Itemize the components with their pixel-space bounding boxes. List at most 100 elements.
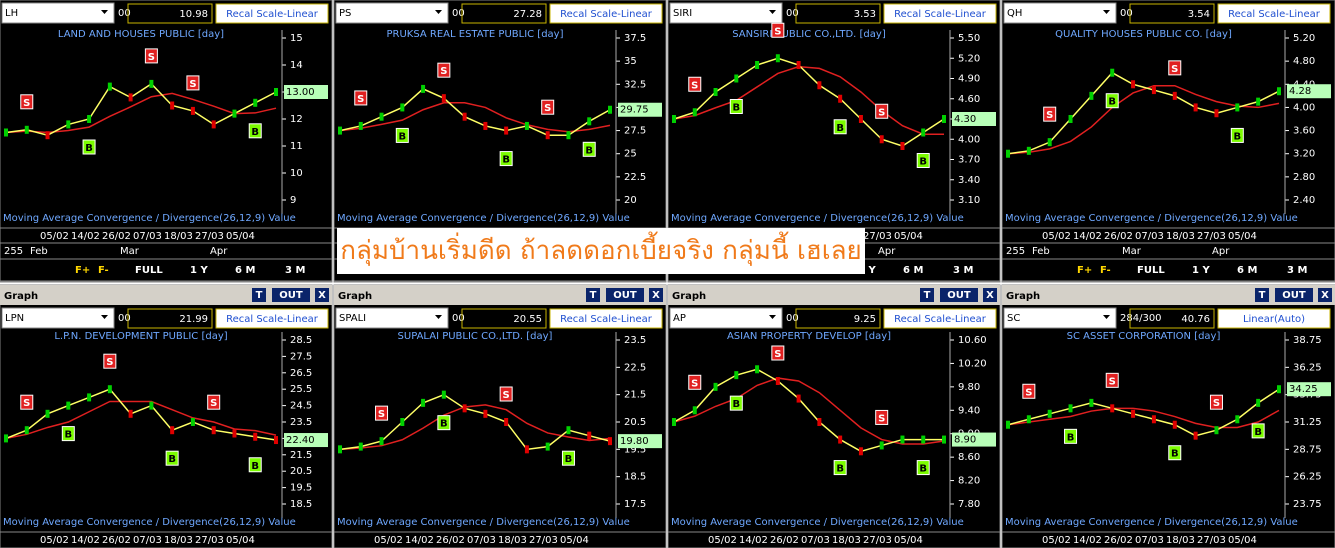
candle	[1256, 97, 1261, 106]
window-button-label[interactable]: T	[924, 290, 931, 301]
symbol-box[interactable]	[1003, 2, 1117, 24]
symbol-box[interactable]	[1003, 307, 1117, 329]
scale-button-label[interactable]: Recal Scale-Linear	[560, 9, 653, 20]
toolbar-button[interactable]: F-	[1100, 265, 1111, 276]
symbol-box[interactable]	[335, 307, 449, 329]
window-button[interactable]	[1255, 288, 1269, 302]
scale-button-label[interactable]: Recal Scale-Linear	[226, 9, 319, 20]
scale-button[interactable]	[215, 308, 329, 329]
signal-label: B	[836, 464, 844, 475]
scale-button-label[interactable]: Recal Scale-Linear	[894, 9, 987, 20]
symbol[interactable]: SIRI	[673, 8, 692, 19]
window-button[interactable]	[272, 288, 310, 302]
window-button[interactable]	[649, 288, 663, 302]
window-button-label[interactable]: OUT	[947, 290, 971, 301]
sell-signal	[144, 48, 158, 64]
candle	[608, 105, 612, 114]
toolbar-button[interactable]: 6 M	[903, 265, 923, 276]
symbol[interactable]: AP	[673, 313, 686, 324]
toolbar-button[interactable]: FULL	[135, 265, 163, 276]
window-button[interactable]	[252, 288, 266, 302]
y-tick-label: 26.5	[290, 368, 312, 379]
candle	[128, 93, 133, 102]
symbol-box[interactable]	[669, 2, 783, 24]
window-button[interactable]	[920, 288, 934, 302]
scale-button-label[interactable]: Recal Scale-Linear	[560, 314, 653, 325]
window-button[interactable]	[315, 288, 329, 302]
symbol[interactable]: QH	[1007, 8, 1022, 19]
scale-button-label[interactable]: Linear(Auto)	[1243, 314, 1305, 325]
toolbar-button[interactable]: 1 Y	[190, 265, 208, 276]
y-tick-label: 38.75	[1293, 335, 1322, 346]
candle	[524, 445, 529, 454]
scale-button[interactable]	[883, 3, 997, 24]
window-button-label[interactable]: T	[1259, 290, 1266, 301]
window-bar	[1002, 285, 1335, 305]
candle	[524, 121, 529, 130]
toolbar-button[interactable]: F+	[1077, 265, 1092, 276]
window-button-label[interactable]: OUT	[1282, 290, 1306, 301]
window-button-label[interactable]: T	[590, 290, 597, 301]
symbol[interactable]: LPN	[5, 313, 24, 324]
symbol[interactable]: SC	[1007, 313, 1020, 324]
last-price-box	[284, 85, 328, 99]
scale-button[interactable]	[883, 308, 997, 329]
window-button[interactable]	[586, 288, 600, 302]
window-button-label[interactable]: OUT	[279, 290, 303, 301]
window-button-label[interactable]: X	[318, 290, 326, 301]
scale-button-label[interactable]: Recal Scale-Linear	[226, 314, 319, 325]
symbol-box[interactable]	[669, 307, 783, 329]
window-button-label[interactable]: T	[256, 290, 263, 301]
symbol-box[interactable]	[1, 2, 115, 24]
candle	[1256, 398, 1261, 407]
symbol[interactable]: PS	[339, 8, 351, 19]
toolbar-button[interactable]: 1 Y	[1192, 265, 1210, 276]
toolbar-button[interactable]: 3 M	[285, 265, 305, 276]
window-button-label[interactable]: OUT	[613, 290, 637, 301]
sell-signal	[771, 22, 785, 38]
chart-title: LAND AND HOUSES PUBLIC [day]	[58, 29, 224, 40]
toolbar-button[interactable]: F-	[98, 265, 109, 276]
window-button[interactable]	[606, 288, 644, 302]
date-label: 27/03	[1197, 231, 1226, 242]
toolbar-button[interactable]: F+	[75, 265, 90, 276]
window-button-label[interactable]: X	[1321, 290, 1329, 301]
y-tick-label: 21.5	[290, 450, 312, 461]
candle	[900, 142, 905, 150]
window-button[interactable]	[1275, 288, 1313, 302]
symbol-box[interactable]	[335, 2, 449, 24]
scale-button-label[interactable]: Recal Scale-Linear	[1228, 9, 1321, 20]
window-button[interactable]	[940, 288, 978, 302]
y-tick-label: 19.5	[290, 483, 312, 494]
scale-button[interactable]	[549, 308, 663, 329]
candle	[1193, 103, 1198, 112]
scale-button[interactable]	[1217, 308, 1331, 329]
toolbar-button[interactable]: 6 M	[235, 265, 255, 276]
symbol-box[interactable]	[1, 307, 115, 329]
window-button-label[interactable]: X	[986, 290, 994, 301]
symbol[interactable]: LH	[5, 8, 18, 19]
toolbar-button[interactable]: 1 Y	[858, 265, 876, 276]
scale-button[interactable]	[215, 3, 329, 24]
signal-label: B	[251, 127, 259, 138]
y-tick-label: 27.5	[624, 126, 646, 137]
scale-button[interactable]	[1217, 3, 1331, 24]
y-tick-label: 20.5	[624, 417, 646, 428]
symbol[interactable]: SPALI	[339, 313, 366, 324]
candle	[1110, 68, 1115, 77]
toolbar-button[interactable]: FULL	[1137, 265, 1165, 276]
toolbar-button[interactable]: 3 M	[1287, 265, 1307, 276]
toolbar-button[interactable]: 6 M	[1237, 265, 1257, 276]
scale-button[interactable]	[549, 3, 663, 24]
window-button[interactable]	[1318, 288, 1332, 302]
candle	[149, 401, 154, 410]
buy-signal	[1251, 423, 1265, 439]
candle	[566, 426, 571, 435]
y-tick-label: 10.20	[958, 358, 987, 369]
scale-button-label[interactable]: Recal Scale-Linear	[894, 314, 987, 325]
window-button[interactable]	[983, 288, 997, 302]
toolbar-button[interactable]: 3 M	[953, 265, 973, 276]
field: 00	[786, 313, 799, 324]
signal-label: B	[251, 461, 259, 472]
window-button-label[interactable]: X	[652, 290, 660, 301]
